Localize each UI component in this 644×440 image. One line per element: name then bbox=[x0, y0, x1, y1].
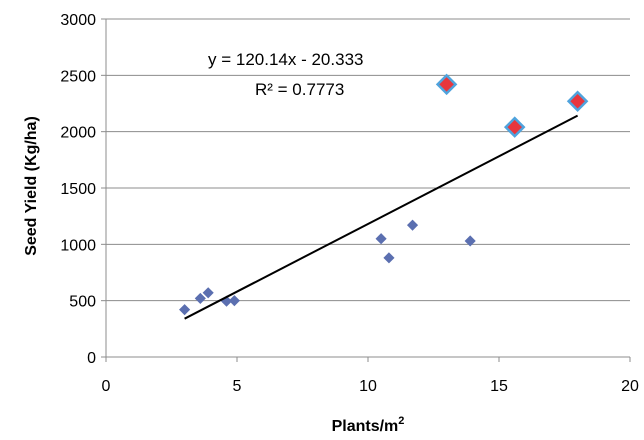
y-tick-label: 0 bbox=[87, 350, 96, 367]
data-point bbox=[375, 233, 387, 245]
data-point bbox=[202, 287, 214, 299]
x-tick-label: 15 bbox=[490, 378, 508, 395]
y-tick-label: 2500 bbox=[60, 68, 96, 85]
grid-layer bbox=[101, 18, 631, 362]
data-point bbox=[194, 292, 206, 304]
trendline-layer bbox=[184, 114, 579, 320]
x-tick-label: 10 bbox=[359, 378, 377, 395]
data-point-highlighted bbox=[503, 116, 526, 138]
y-tick-label: 1500 bbox=[60, 181, 96, 198]
r-squared-label: R² = 0.7773 bbox=[255, 80, 344, 99]
x-tick-label: 0 bbox=[102, 378, 111, 395]
data-point-highlighted bbox=[435, 73, 458, 96]
x-tick-label: 20 bbox=[621, 378, 639, 395]
y-tick-label: 3000 bbox=[60, 12, 96, 29]
y-tick-labels: 0 500 1000 1500 2000 2500 3000 bbox=[60, 12, 96, 367]
y-tick-label: 500 bbox=[69, 294, 96, 311]
axis-layer bbox=[105, 19, 630, 358]
trendline bbox=[184, 114, 579, 320]
x-axis-title-text: Plants/m bbox=[332, 418, 399, 435]
data-point bbox=[406, 219, 419, 231]
y-tick-label: 1000 bbox=[60, 237, 96, 254]
data-point bbox=[464, 235, 476, 247]
x-axis-title: Plants/m2 bbox=[332, 415, 405, 435]
data-point bbox=[383, 252, 395, 264]
trendline-equation: y = 120.14x - 20.333 bbox=[208, 50, 363, 69]
data-point-highlighted bbox=[566, 90, 589, 113]
data-point bbox=[228, 295, 240, 307]
x-tick-labels: 0 5 10 15 20 bbox=[102, 378, 639, 395]
x-axis-title-superscript: 2 bbox=[398, 415, 404, 427]
data-points bbox=[179, 73, 589, 316]
x-tick-label: 5 bbox=[233, 378, 242, 395]
data-point bbox=[179, 304, 191, 316]
y-tick-label: 2000 bbox=[60, 125, 96, 142]
y-axis-title: Seed Yield (Kg/ha) bbox=[23, 116, 40, 256]
